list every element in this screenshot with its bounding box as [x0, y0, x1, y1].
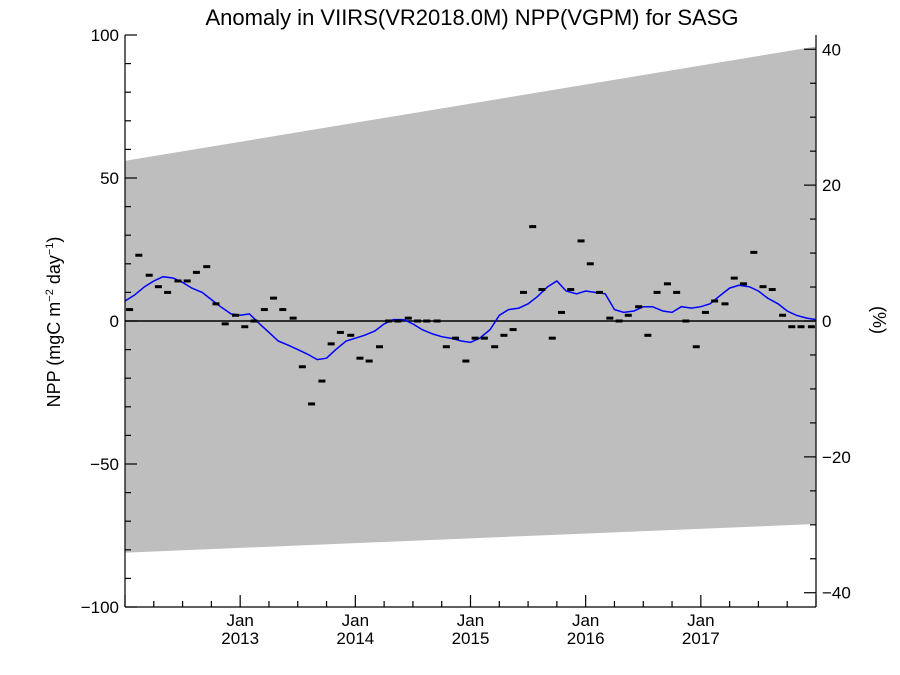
y-axis-label-left: NPP (mgC m−2 day−1) [44, 237, 64, 408]
y-left-tick-label: −50 [90, 455, 119, 474]
uncertainty-band [125, 46, 816, 553]
x-tick-year-label: 2015 [452, 629, 490, 648]
y-label-mid: day [44, 255, 64, 289]
y-right-tick-label: −20 [822, 448, 851, 467]
y-label-end: ) [44, 237, 64, 243]
smoothed-anomaly-line [124, 275, 817, 361]
ticks-layer: −100−50050100−40−2002040Jan2013Jan2014Ja… [81, 26, 851, 648]
y-left-tick-label: 100 [91, 26, 119, 45]
x-tick-month-label: Jan [226, 611, 253, 630]
x-tick-year-label: 2016 [567, 629, 605, 648]
y-label-main: NPP (mgC m [44, 302, 64, 408]
y-right-tick-label: 0 [822, 312, 831, 331]
smoothed-line-layer [124, 275, 817, 361]
y-left-tick-label: −100 [81, 598, 119, 617]
y-label-superscript-2: −1 [44, 243, 56, 256]
monthly-points-layer [126, 225, 815, 406]
x-tick-year-label: 2017 [682, 629, 720, 648]
x-tick-year-label: 2013 [221, 629, 259, 648]
x-tick-month-label: Jan [572, 611, 599, 630]
x-tick-month-label: Jan [342, 611, 369, 630]
y-axis-label-right: (%) [869, 306, 889, 334]
y-right-tick-label: 40 [822, 40, 841, 59]
y-right-tick-label: −40 [822, 584, 851, 603]
x-tick-month-label: Jan [687, 611, 714, 630]
x-tick-year-label: 2014 [336, 629, 374, 648]
y-label-superscript-1: −2 [44, 289, 56, 302]
y-right-tick-label: 20 [822, 176, 841, 195]
uncertainty-band-layer [125, 46, 816, 553]
x-tick-month-label: Jan [457, 611, 484, 630]
y-left-tick-label: 50 [100, 169, 119, 188]
y-left-tick-label: 0 [110, 312, 119, 331]
chart-title: Anomaly in VIIRS(VR2018.0M) NPP(VGPM) fo… [205, 5, 738, 30]
